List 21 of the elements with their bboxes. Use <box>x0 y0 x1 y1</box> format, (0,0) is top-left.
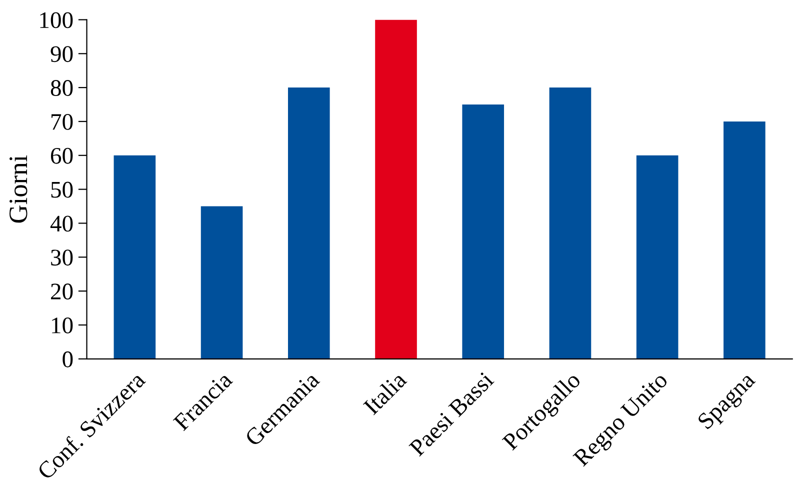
bar <box>288 88 330 359</box>
bar <box>549 88 592 359</box>
y-tick-label: 50 <box>51 182 73 198</box>
y-tick-label: 20 <box>51 284 73 300</box>
y-tick-label: 0 <box>62 351 73 368</box>
bar <box>636 155 678 359</box>
bar <box>114 155 156 359</box>
bar <box>724 121 766 359</box>
y-tick-label: 80 <box>50 80 73 96</box>
x-tick-label: Italia <box>362 370 408 416</box>
bar <box>462 104 504 359</box>
bar <box>375 20 417 359</box>
y-tick-label: 70 <box>52 114 73 130</box>
y-axis-title: Giorni <box>10 155 28 223</box>
bar <box>200 206 243 359</box>
y-tick-label: 100 <box>40 12 73 28</box>
y-tick-label: 90 <box>50 46 73 62</box>
y-tick-label: 60 <box>50 148 73 164</box>
y-tick-label: 30 <box>51 250 73 266</box>
y-tick-label: 10 <box>52 317 73 334</box>
y-tick-label: 40 <box>50 216 73 232</box>
